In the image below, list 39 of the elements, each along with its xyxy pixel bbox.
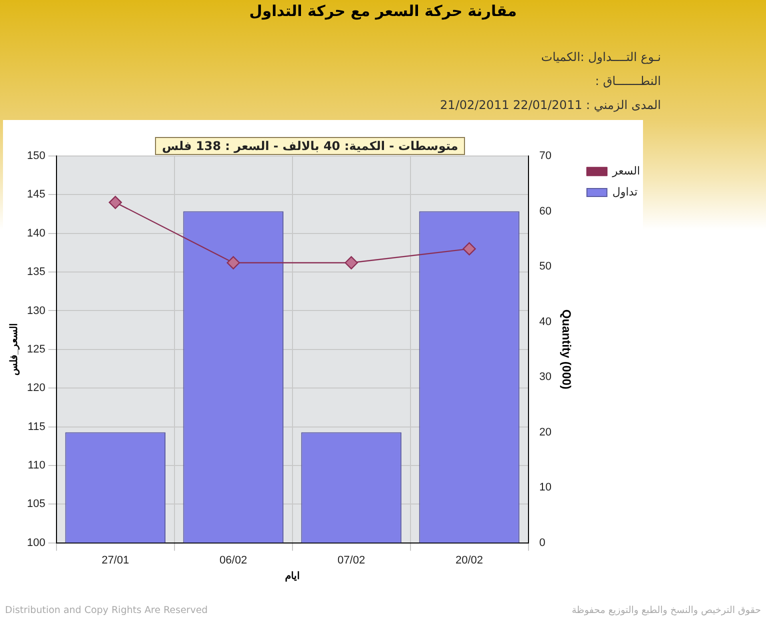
y-tick-label: 115 bbox=[28, 420, 46, 433]
y-tick-label: 135 bbox=[26, 266, 46, 278]
text: المدى الزمني : 22/01/2011 21/02/2011 bbox=[440, 98, 661, 112]
y2-tick-label: 50 bbox=[539, 260, 552, 273]
point bbox=[226, 256, 240, 270]
x-tick-label: 20/02 bbox=[456, 554, 484, 566]
text: نـوع التــــداول :الكميات bbox=[541, 50, 661, 64]
chart-title: مقارنة حركة السعر مع حركة التداول bbox=[248, 2, 518, 20]
y-tick-label: 145 bbox=[26, 188, 46, 201]
y2-tick-label: 70 bbox=[539, 150, 552, 162]
y2-tick-label: 40 bbox=[539, 316, 552, 328]
x-tick-label: 07/02 bbox=[338, 554, 366, 566]
y-tick-label: 110 bbox=[28, 459, 46, 472]
y-tick-label: 140 bbox=[26, 227, 46, 240]
y2-tick-label: 30 bbox=[539, 371, 552, 384]
x-tick-label: 27/01 bbox=[102, 554, 130, 566]
y-tick-label: 150 bbox=[26, 150, 46, 162]
y-tick-label: 130 bbox=[26, 304, 46, 317]
text: متوسطات - الكمية: 40 بالالف - السعر : 138 فلس bbox=[155, 137, 466, 155]
y2-tick-label: 60 bbox=[539, 205, 552, 218]
y2-tick-label: 20 bbox=[539, 426, 552, 438]
y2-axis-title: Quantity (000) bbox=[559, 309, 574, 390]
legend-label: السعر bbox=[611, 164, 640, 178]
y2-tick-label: 0 bbox=[539, 536, 546, 549]
x-tick-label: 06/02 bbox=[220, 554, 248, 566]
y-tick-label: 125 bbox=[26, 343, 46, 356]
legend-label: تداول bbox=[612, 185, 638, 198]
y-tick-label: 120 bbox=[26, 382, 46, 394]
point bbox=[108, 196, 122, 210]
text: حقوق الترخيص والنسخ والطبع والتوزيع محفوظة bbox=[572, 605, 761, 616]
point bbox=[344, 256, 358, 270]
text: Distribution and Copy Rights Are Reserved bbox=[5, 605, 208, 616]
x-axis-title: ايام bbox=[284, 570, 300, 582]
y-axis-title: السعر_فلس bbox=[8, 323, 20, 376]
y-tick-label: 100 bbox=[26, 536, 46, 549]
y-tick-label: 105 bbox=[26, 498, 46, 510]
text: النطـــــــاق : bbox=[595, 74, 661, 88]
point bbox=[462, 242, 476, 256]
y2-tick-label: 10 bbox=[539, 482, 552, 494]
